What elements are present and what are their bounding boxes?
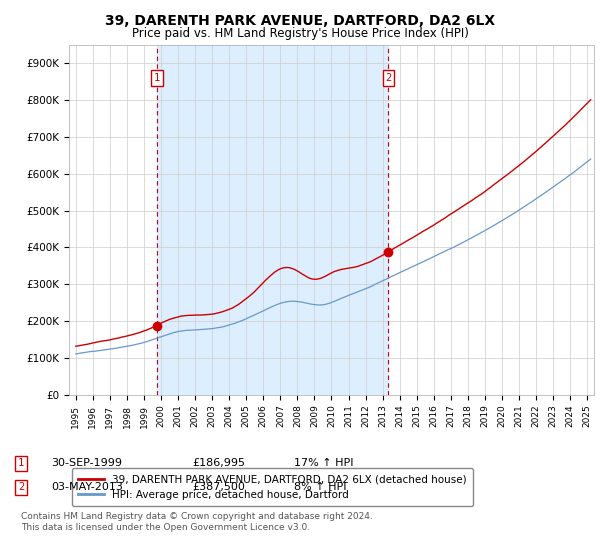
Text: Price paid vs. HM Land Registry's House Price Index (HPI): Price paid vs. HM Land Registry's House …	[131, 27, 469, 40]
Text: 2: 2	[385, 73, 392, 83]
Text: 2: 2	[18, 482, 24, 492]
Bar	[157, 45, 388, 395]
Text: Contains HM Land Registry data © Crown copyright and database right 2024.
This d: Contains HM Land Registry data © Crown c…	[21, 512, 373, 532]
Text: 1: 1	[154, 73, 160, 83]
Text: 39, DARENTH PARK AVENUE, DARTFORD, DA2 6LX: 39, DARENTH PARK AVENUE, DARTFORD, DA2 6…	[105, 14, 495, 28]
Legend: 39, DARENTH PARK AVENUE, DARTFORD, DA2 6LX (detached house), HPI: Average price,: 39, DARENTH PARK AVENUE, DARTFORD, DA2 6…	[71, 468, 473, 506]
Text: £186,995: £186,995	[192, 458, 245, 468]
Text: 03-MAY-2013: 03-MAY-2013	[51, 482, 123, 492]
Text: 30-SEP-1999: 30-SEP-1999	[51, 458, 122, 468]
Text: 17% ↑ HPI: 17% ↑ HPI	[294, 458, 353, 468]
Text: £387,500: £387,500	[192, 482, 245, 492]
Text: 8% ↑ HPI: 8% ↑ HPI	[294, 482, 347, 492]
Text: 1: 1	[18, 458, 24, 468]
